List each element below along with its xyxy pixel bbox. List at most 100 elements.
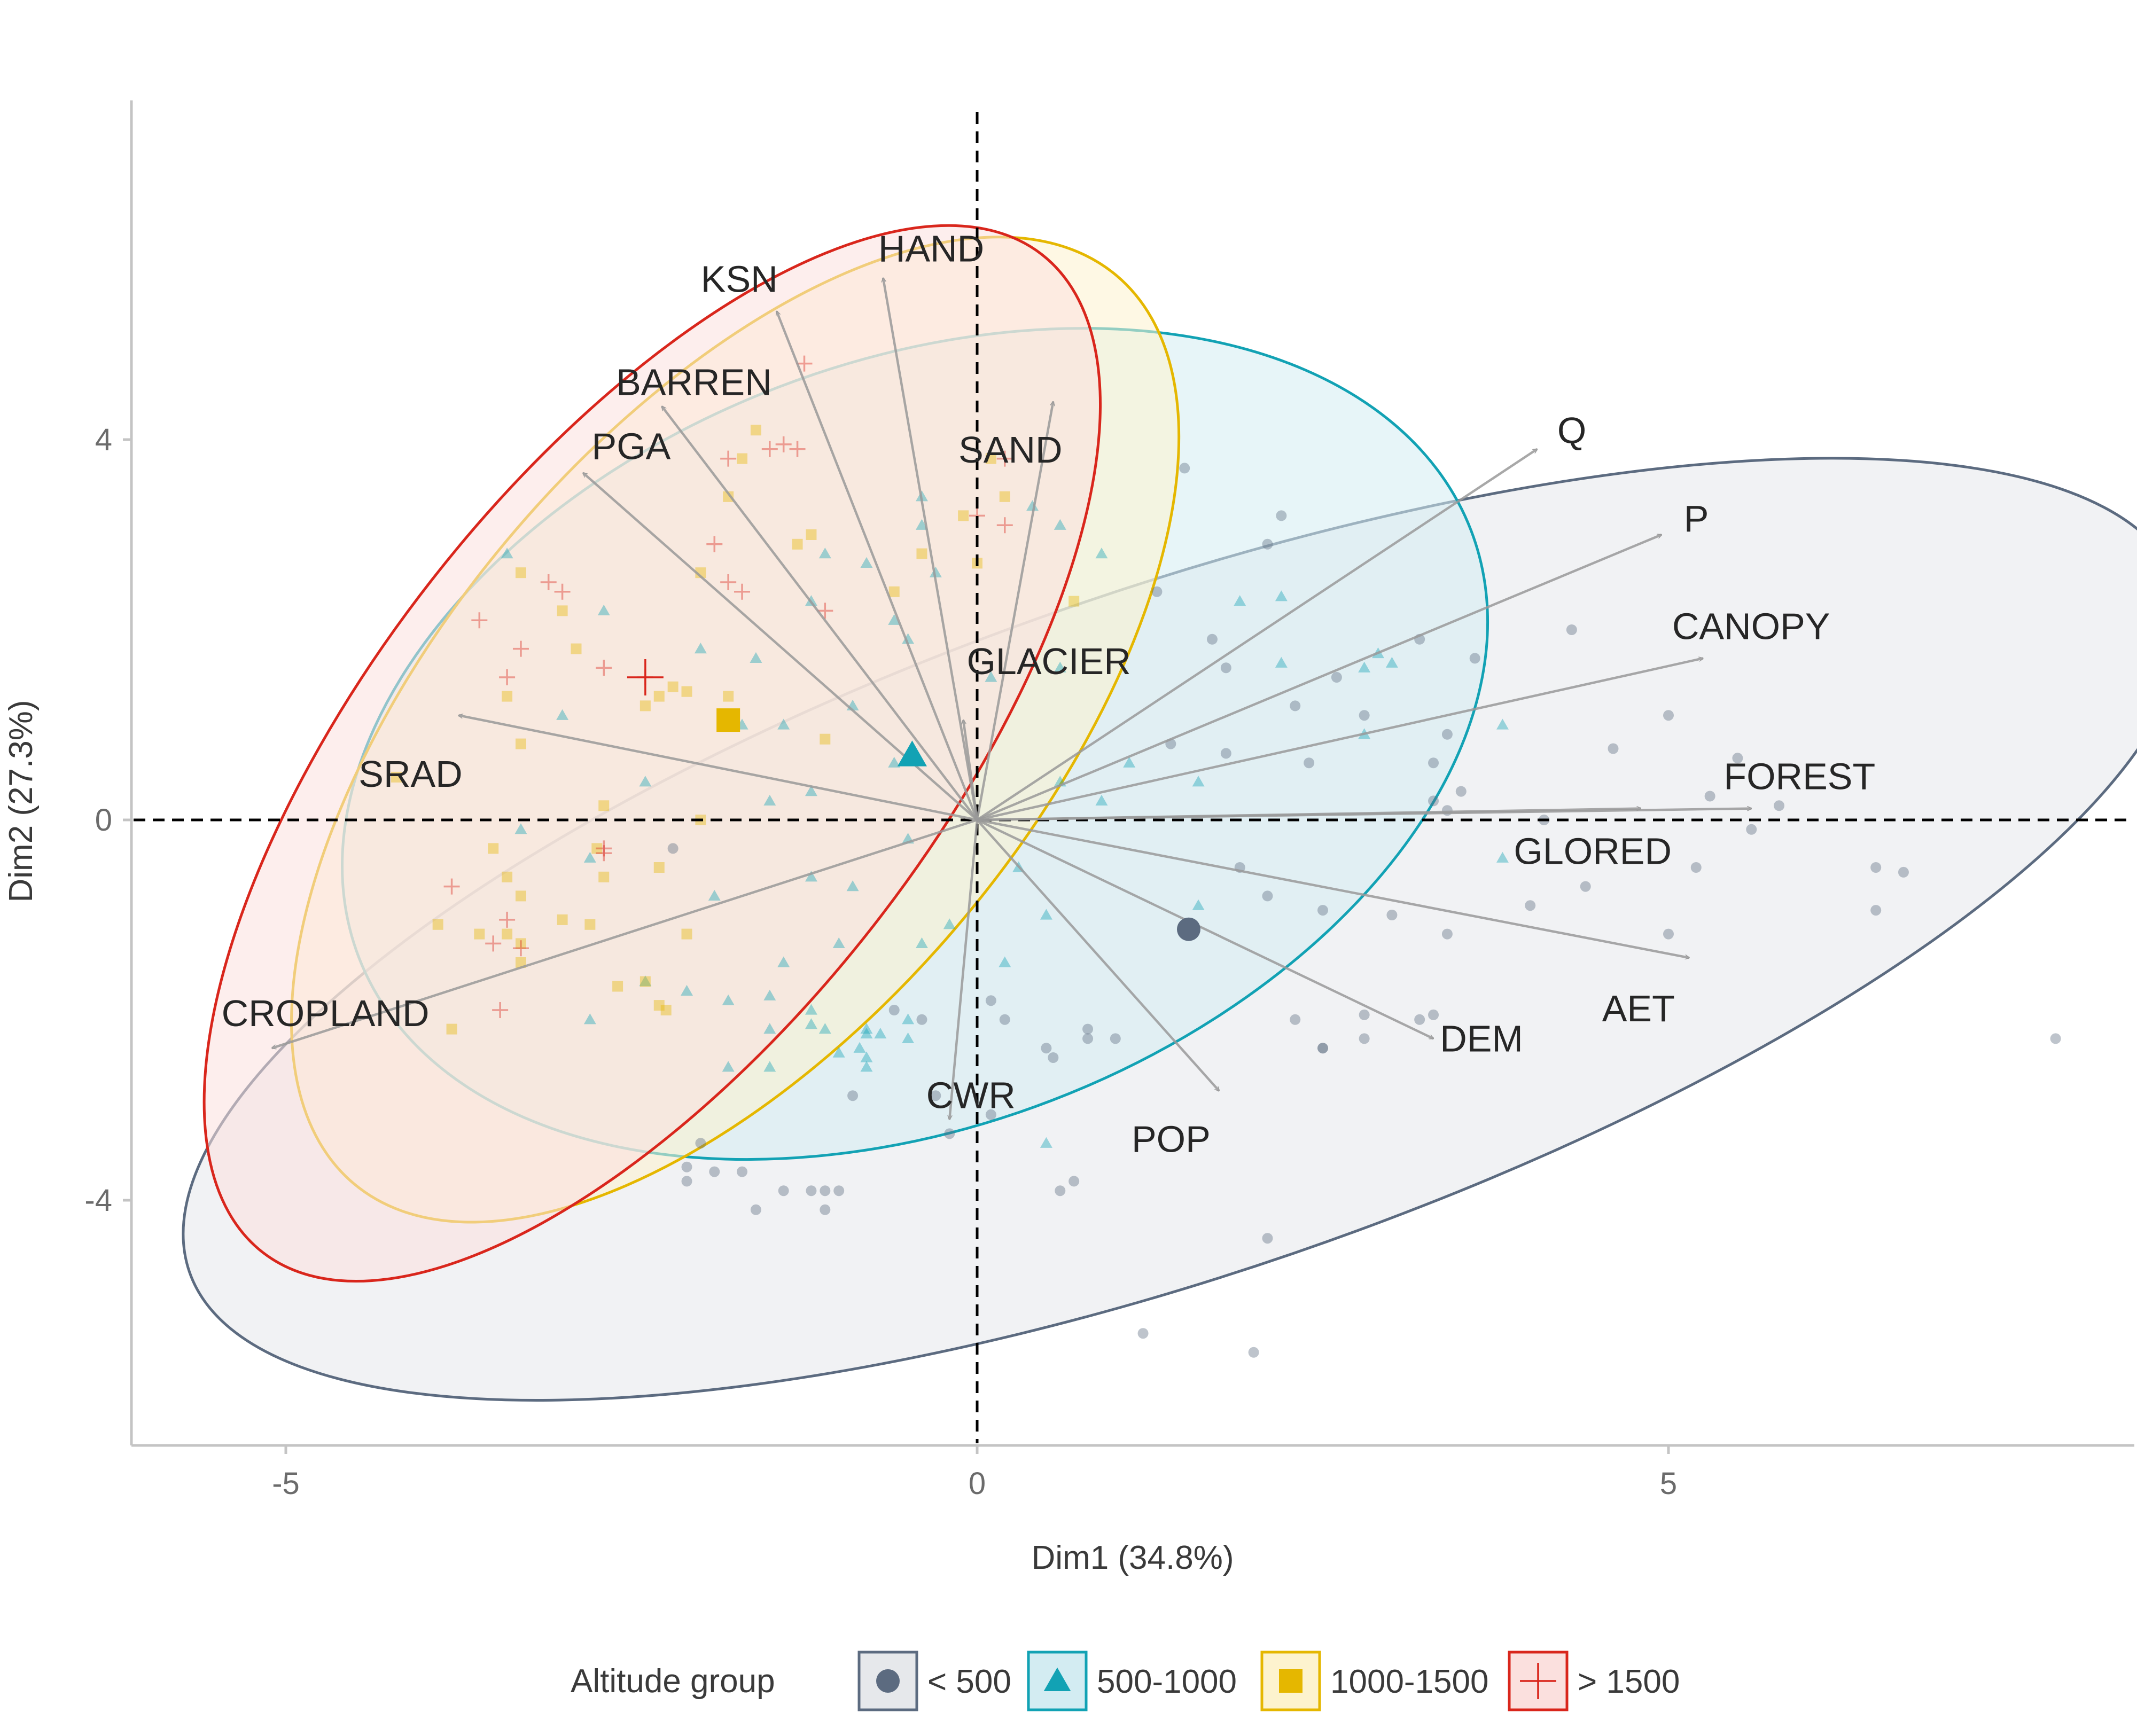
point-500-1000-15 bbox=[929, 566, 942, 577]
point-500-1000-62 bbox=[860, 1051, 873, 1062]
point-500-34 bbox=[1663, 928, 1674, 940]
point-500-1000-44 bbox=[1192, 899, 1205, 910]
point-500-1000-10 bbox=[1385, 656, 1398, 668]
point-500-47 bbox=[1110, 1033, 1121, 1044]
point-500-1000-16 bbox=[860, 557, 873, 568]
label-barren: BARREN bbox=[616, 362, 772, 403]
point-500-68 bbox=[1055, 1185, 1066, 1197]
point-500-1000-20 bbox=[750, 652, 762, 663]
point-500-18 bbox=[1428, 795, 1439, 807]
point-500-1000-26 bbox=[777, 718, 790, 730]
point-500-17 bbox=[1455, 786, 1467, 797]
point-1000-1500-37 bbox=[432, 919, 443, 930]
arrow-p bbox=[977, 533, 1662, 822]
point-500-29 bbox=[1317, 905, 1328, 916]
point-1500-24 bbox=[596, 845, 612, 862]
x-tick-label: 5 bbox=[1660, 1466, 1677, 1501]
point-500-1000-51 bbox=[763, 989, 776, 1000]
point-500-1000-33 bbox=[514, 823, 527, 834]
point-1000-1500-43 bbox=[446, 1023, 457, 1035]
legend-item-500-1000: 500-1000 bbox=[1027, 1651, 1237, 1711]
point-500-1000-55 bbox=[583, 1013, 596, 1025]
point-500-21 bbox=[1663, 710, 1674, 721]
point-500-54 bbox=[916, 1014, 927, 1025]
point-500-48 bbox=[1082, 1023, 1094, 1035]
point-500-1000-60 bbox=[860, 1023, 873, 1034]
point-500-65 bbox=[681, 1176, 692, 1187]
point-500-40 bbox=[1290, 1014, 1301, 1025]
point-500-1000-61 bbox=[874, 1028, 887, 1039]
arrow-hand bbox=[883, 278, 979, 820]
point-1000-1500-23 bbox=[391, 771, 402, 783]
label-dem: DEM bbox=[1440, 1018, 1523, 1059]
point-1000-1500-6 bbox=[1068, 596, 1080, 607]
label-p: P bbox=[1684, 498, 1709, 539]
legend-item-500: < 500 bbox=[857, 1651, 1011, 1711]
point-500-62 bbox=[750, 1204, 761, 1215]
point-500-1000-13 bbox=[1054, 661, 1066, 672]
point-500-1000-12 bbox=[1496, 718, 1509, 730]
point-500-1000-19 bbox=[888, 614, 901, 625]
label-canopy: CANOPY bbox=[1672, 605, 1830, 647]
point-500-11 bbox=[1359, 710, 1370, 721]
label-pop: POP bbox=[1132, 1118, 1211, 1160]
legend-marker-500 bbox=[876, 1669, 900, 1693]
point-1000-1500-1 bbox=[958, 510, 969, 521]
point-500-37 bbox=[1898, 866, 1909, 878]
point-500-1000-49 bbox=[832, 937, 845, 949]
point-500-1000-31 bbox=[763, 794, 776, 806]
point-500-35 bbox=[1690, 862, 1702, 873]
point-500-1000-23 bbox=[501, 548, 513, 559]
arrow-dem bbox=[977, 818, 1433, 1040]
point-500-1000-35 bbox=[708, 889, 721, 901]
point-1000-1500-27 bbox=[653, 862, 665, 873]
point-1000-1500-11 bbox=[723, 491, 734, 502]
point-500-1000-1 bbox=[915, 519, 928, 530]
variable-arrows bbox=[272, 278, 1751, 1119]
point-500-1000-64 bbox=[763, 1061, 776, 1072]
point-1000-1500-33 bbox=[502, 928, 513, 940]
point-500-23 bbox=[1732, 753, 1743, 764]
point-500-12 bbox=[1441, 729, 1453, 740]
point-1500-20 bbox=[499, 911, 516, 928]
point-500-56 bbox=[847, 1090, 859, 1101]
point-1000-1500-14 bbox=[681, 686, 692, 697]
point-1500-15 bbox=[471, 612, 488, 629]
label-glacier: GLACIER bbox=[966, 640, 1130, 682]
x-axis-title: Dim1 (34.8%) bbox=[1032, 1539, 1234, 1576]
label-cwr: CWR bbox=[926, 1075, 1016, 1116]
point-1500-25 bbox=[492, 1002, 509, 1018]
arrow-srad bbox=[459, 715, 978, 822]
variable-labels: HAND KSN BARREN PGA SAND Q P CANOPY FOREST GLORED… bbox=[222, 228, 1876, 1160]
point-1000-1500-38 bbox=[515, 957, 526, 968]
point-500-73 bbox=[1137, 1328, 1149, 1339]
point-500-1000-71 bbox=[1040, 1137, 1052, 1148]
point-1000-1500-20 bbox=[515, 567, 526, 578]
point-500-59 bbox=[820, 1204, 831, 1215]
point-500-51 bbox=[1048, 1052, 1059, 1063]
point-1000-1500-36 bbox=[474, 928, 485, 940]
point-500-1000-68 bbox=[853, 1042, 866, 1053]
point-1000-1500-7 bbox=[806, 529, 817, 540]
point-500-1000-63 bbox=[832, 1046, 845, 1058]
point-500-1000-47 bbox=[943, 918, 956, 929]
point-500-55 bbox=[888, 1005, 900, 1015]
point-500-4 bbox=[1206, 634, 1218, 645]
point-500-33 bbox=[1580, 881, 1591, 892]
point-1000-1500-35 bbox=[502, 871, 513, 882]
label-pga: PGA bbox=[592, 425, 671, 467]
point-500-63 bbox=[737, 1166, 748, 1177]
group-centroids bbox=[627, 659, 1200, 941]
point-500-1000-48 bbox=[915, 937, 928, 949]
point-500-60 bbox=[806, 1185, 817, 1197]
point-1500-12 bbox=[554, 583, 571, 600]
point-1000-1500-40 bbox=[653, 1000, 665, 1011]
point-1500-2 bbox=[761, 441, 778, 457]
point-500-1000-37 bbox=[846, 880, 859, 892]
point-500-10 bbox=[1290, 700, 1301, 711]
point-1000-1500-18 bbox=[571, 643, 582, 654]
point-1000-1500-28 bbox=[598, 871, 610, 882]
point-1500-11 bbox=[817, 603, 833, 619]
point-500-46 bbox=[1359, 1033, 1370, 1044]
point-500-52 bbox=[999, 1014, 1010, 1025]
